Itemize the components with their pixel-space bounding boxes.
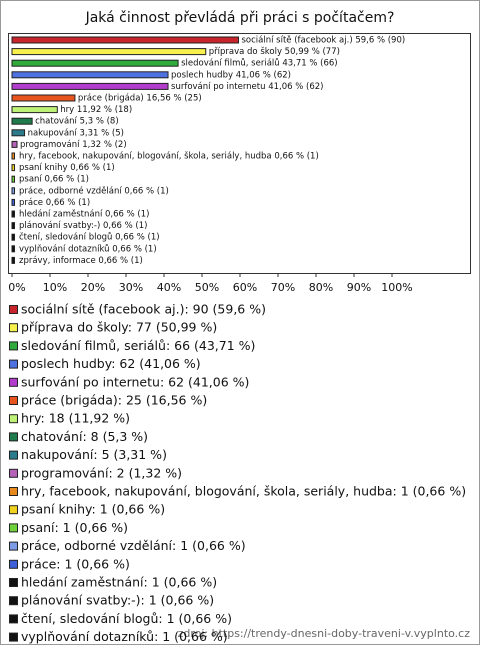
legend-swatch (9, 578, 18, 587)
bar (11, 94, 76, 102)
legend-swatch (9, 359, 18, 369)
data-label: surfování po internetu 41,06 % (62) (171, 82, 323, 92)
legend-label: vyplňování dotazníků: 1 (0,66 %) (21, 629, 228, 644)
x-tick-label: 80% (309, 281, 333, 294)
legend-swatch (9, 523, 18, 533)
data-label: poslech hudby 41,06 % (62) (171, 70, 291, 80)
bar (11, 187, 16, 195)
data-label: čtení, sledování blogů 0,66 % (1) (19, 232, 160, 243)
bar (11, 71, 169, 79)
bar (11, 48, 207, 56)
legend-swatch (9, 596, 18, 606)
legend-swatch (9, 414, 18, 424)
legend-label: hledání zaměstnání: 1 (0,66 %) (21, 575, 217, 590)
legend-label: chatování: 8 (5,3 %) (21, 429, 148, 444)
x-tick-label: 90% (347, 281, 371, 294)
legend-label: psaní knihy: 1 (0,66 %) (21, 502, 165, 517)
legend-label: sledování filmů, seriálů: 66 (43,71 %) (21, 338, 255, 353)
legend-swatch (9, 614, 18, 624)
x-tick-label: 60% (233, 281, 257, 294)
data-label: sociální sítě (facebook aj.) 59,6 % (90) (241, 36, 405, 46)
data-label: práce 0,66 % (1) (19, 198, 90, 208)
legend-swatch (9, 377, 18, 387)
legend-label: práce (brigáda): 25 (16,56 %) (21, 393, 207, 408)
legend-swatch (9, 487, 18, 496)
x-tick-label: 40% (157, 281, 181, 294)
legend-label: práce, odborné vzdělání: 1 (0,66 %) (21, 538, 246, 553)
legend-swatch (9, 541, 18, 551)
legend-swatch (9, 450, 18, 460)
bar (11, 233, 16, 241)
x-tick-label: 50% (195, 281, 219, 294)
legend-label: hry: 18 (11,92 %) (21, 411, 130, 426)
bar (11, 129, 26, 137)
data-label: psaní 0,66 % (1) (19, 175, 89, 185)
legend-swatch (9, 632, 18, 642)
bar (11, 164, 16, 172)
bar (11, 175, 16, 183)
legend-swatch (9, 432, 18, 442)
bar (11, 59, 179, 67)
bar (11, 198, 16, 206)
data-label: psaní knihy 0,66 % (1) (19, 163, 115, 173)
data-label: programování 1,32 % (2) (20, 140, 127, 150)
legend-swatch (9, 305, 18, 314)
legend-label: programování: 2 (1,32 %) (21, 465, 182, 480)
data-label: chatování 5,3 % (8) (35, 117, 119, 127)
legend-swatch (9, 559, 18, 569)
data-label: práce, odborné vzdělání 0,66 % (1) (19, 185, 169, 196)
data-label: vyplňování dotazníků 0,66 % (1) (19, 243, 157, 254)
bar (11, 36, 239, 44)
source: zdroj: https://trendy-dnesni-doby-traven… (178, 627, 471, 640)
bar (11, 210, 16, 218)
bar (11, 222, 16, 230)
bar (11, 106, 58, 114)
chart-title: Jaká činnost převládá při práci s počíta… (85, 10, 395, 26)
data-label: hledání zaměstnání 0,66 % (1) (19, 210, 149, 220)
legend-swatch (9, 323, 18, 333)
legend-label: surfování po internetu: 62 (41,06 %) (21, 374, 249, 389)
legend-label: plánování svatby:-): 1 (0,66 %) (21, 593, 214, 608)
legend-label: nakupování: 5 (3,31 %) (21, 447, 167, 462)
bar (11, 140, 18, 148)
data-label: sledování filmů, seriálů 43,71 % (66) (181, 58, 338, 69)
legend-swatch (9, 468, 18, 478)
data-label: nakupování 3,31 % (5) (28, 128, 124, 138)
legend-label: práce: 1 (0,66 %) (21, 556, 130, 571)
legend-label: poslech hudby: 62 (41,06 %) (21, 356, 201, 371)
data-label: plánování svatby:-) 0,66 % (1) (19, 221, 147, 231)
data-label: hry 11,92 % (18) (60, 105, 132, 115)
bar (11, 256, 16, 264)
data-label: příprava do školy 50,99 % (77) (209, 46, 340, 57)
x-tick-label: 70% (271, 281, 295, 294)
legend-label: psaní: 1 (0,66 %) (21, 520, 128, 535)
x-tick-label: 30% (119, 281, 143, 294)
x-tick-label: 100% (381, 281, 412, 294)
legend-swatch (9, 505, 18, 515)
x-tick-label: 0% (8, 281, 25, 294)
legend-label: čtení, sledování blogů: 1 (0,66 %) (21, 611, 232, 626)
legend-label: sociální sítě (facebook aj.): 90 (59,6 %… (21, 302, 266, 317)
data-label: zprávy, informace 0,66 % (1) (19, 256, 143, 266)
legend-label: příprava do školy: 77 (50,99 %) (21, 320, 217, 335)
bar (11, 245, 16, 253)
bar (11, 152, 16, 160)
bar (11, 117, 33, 125)
legend-swatch (9, 341, 18, 351)
data-label: práce (brigáda) 16,56 % (25) (78, 94, 202, 104)
legend-label: hry, facebook, nakupování, blogování, šk… (21, 484, 466, 499)
bar (11, 82, 169, 90)
x-tick-label: 10% (43, 281, 67, 294)
legend-swatch (9, 396, 18, 405)
data-label: hry, facebook, nakupování, blogování, šk… (19, 151, 319, 162)
x-tick-label: 20% (81, 281, 105, 294)
